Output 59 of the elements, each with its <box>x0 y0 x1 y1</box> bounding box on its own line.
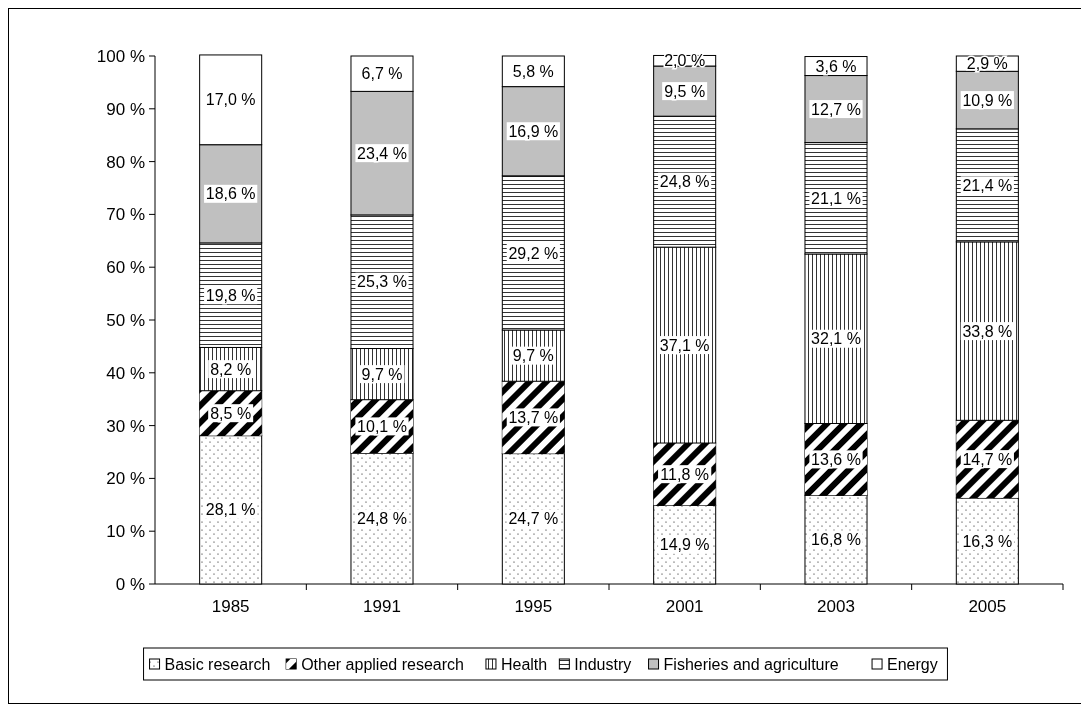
legend-label: Health <box>500 655 548 673</box>
y-tick-label: 60 % <box>106 258 145 278</box>
legend-label: Energy <box>887 655 938 673</box>
data-label: 9,7 % <box>361 365 403 383</box>
data-label: 10,9 % <box>962 91 1013 109</box>
data-label: 16,3 % <box>962 532 1013 550</box>
data-label: 32,1 % <box>811 330 861 348</box>
legend-label: Other applied research <box>301 655 464 673</box>
data-label: 17,0 % <box>205 91 256 109</box>
data-label: 8,2 % <box>210 360 252 378</box>
data-label: 29,2 % <box>508 244 559 262</box>
x-tick-label: 2003 <box>817 597 855 616</box>
x-tick-label: 1995 <box>514 597 553 616</box>
legend-label: Industry <box>574 655 632 673</box>
data-label: 3,6 % <box>815 57 857 75</box>
data-label: 9,7 % <box>512 347 554 365</box>
y-tick-label: 20 % <box>106 469 145 489</box>
legend-label: Basic research <box>164 655 271 673</box>
y-tick-label: 100 % <box>96 46 145 66</box>
data-label: 14,9 % <box>659 536 710 554</box>
x-tick-label: 2001 <box>665 597 704 616</box>
data-label: 23,4 % <box>357 144 407 162</box>
data-label: 2,9 % <box>966 55 1008 73</box>
data-label: 19,8 % <box>205 286 256 304</box>
y-tick-label: 90 % <box>106 99 145 119</box>
y-tick-label: 40 % <box>106 363 145 383</box>
data-label: 14,7 % <box>962 450 1013 468</box>
data-label: 16,9 % <box>508 122 559 140</box>
data-label: 25,3 % <box>357 273 407 291</box>
y-tick-label: 80 % <box>106 152 145 172</box>
data-label: 5,8 % <box>512 62 554 80</box>
x-tick-label: 1985 <box>211 597 250 616</box>
x-tick-label: 1991 <box>363 597 401 616</box>
y-tick-label: 10 % <box>106 522 145 542</box>
data-label: 10,1 % <box>357 417 407 435</box>
data-label: 37,1 % <box>659 336 710 354</box>
data-label: 2,0 % <box>664 52 706 70</box>
y-tick-label: 70 % <box>106 205 145 225</box>
data-label: 13,6 % <box>811 450 861 468</box>
data-label: 18,6 % <box>205 185 256 203</box>
data-label: 11,8 % <box>660 465 709 483</box>
legend-label: Fisheries and agriculture <box>663 655 839 673</box>
y-tick-label: 50 % <box>106 310 145 330</box>
data-label: 9,5 % <box>664 82 706 100</box>
data-label: 28,1 % <box>205 501 256 519</box>
x-tick-label: 2005 <box>968 597 1007 616</box>
y-tick-label: 30 % <box>106 416 145 436</box>
data-label: 21,4 % <box>962 176 1013 194</box>
data-label: 16,8 % <box>811 531 861 549</box>
data-label: 21,1 % <box>811 189 861 207</box>
data-label: 8,5 % <box>210 404 252 422</box>
y-tick-label: 0 % <box>115 574 145 594</box>
data-label: 13,7 % <box>508 409 559 427</box>
data-label: 12,7 % <box>811 100 861 118</box>
data-label: 24,8 % <box>659 173 710 191</box>
data-label: 24,8 % <box>357 510 407 528</box>
data-label: 24,7 % <box>508 510 559 528</box>
data-label: 33,8 % <box>962 322 1013 340</box>
data-label: 6,7 % <box>361 65 403 83</box>
